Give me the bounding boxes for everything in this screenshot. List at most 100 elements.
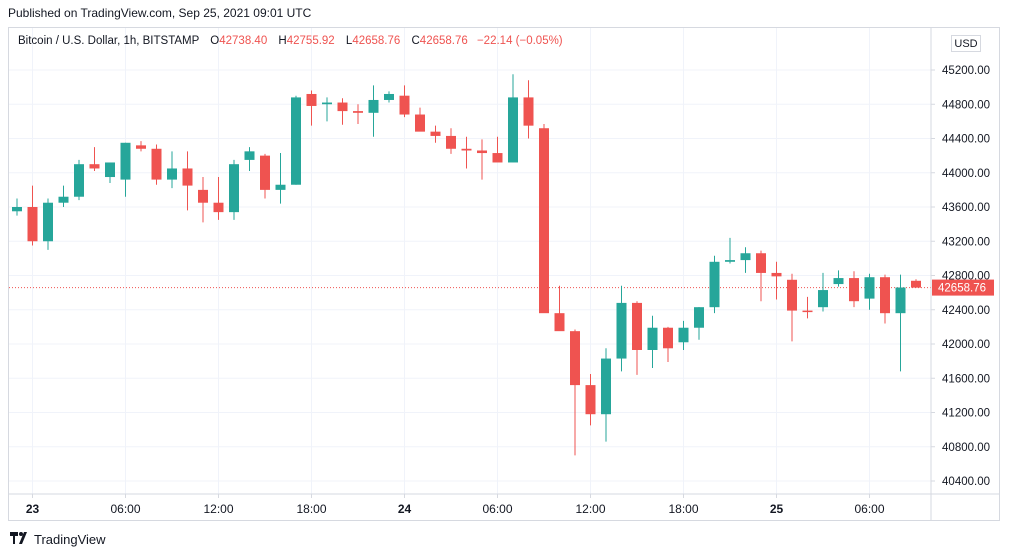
- open-label: O: [210, 35, 220, 47]
- candle-body: [198, 189, 208, 203]
- candle-down: [306, 90, 317, 126]
- candle-up: [120, 142, 131, 197]
- candle-down: [430, 125, 441, 143]
- last-price-label-bg: [932, 279, 994, 296]
- candle-down: [415, 107, 425, 132]
- candle-up: [678, 320, 689, 350]
- price-tick-label: 42800.00: [942, 271, 990, 283]
- candle-up: [12, 198, 22, 216]
- candle-body: [105, 162, 115, 178]
- price-tick-label: 41200.00: [942, 408, 990, 420]
- candle-body: [508, 97, 518, 163]
- candle-body: [709, 261, 720, 308]
- candle-up: [740, 247, 751, 273]
- candle-down: [89, 147, 100, 172]
- candle-body: [182, 168, 193, 186]
- candle-body: [632, 302, 642, 350]
- high-value: 42755.92: [286, 35, 335, 47]
- candle-down: [492, 136, 503, 163]
- candle-body: [399, 95, 410, 115]
- candle-body: [787, 279, 797, 311]
- candle-body: [58, 196, 69, 203]
- last-price-label: 42658.76: [938, 283, 986, 295]
- high-label: H: [278, 35, 287, 47]
- price-tick-label: 43200.00: [942, 236, 990, 248]
- candle-body: [523, 97, 534, 126]
- candle-down: [585, 373, 596, 426]
- price-tick-label: 43600.00: [942, 202, 990, 214]
- candle-up: [229, 159, 239, 220]
- candle-up: [384, 91, 394, 103]
- price-tick-label: 44800.00: [942, 99, 990, 111]
- candle-body: [678, 327, 689, 343]
- candle-body: [12, 207, 22, 212]
- candles: [12, 74, 921, 456]
- candle-body: [585, 385, 596, 415]
- candle-up: [275, 153, 286, 204]
- currency-button[interactable]: USD: [951, 35, 981, 52]
- candle-up: [291, 95, 301, 185]
- candle-body: [213, 202, 224, 213]
- grid: [9, 28, 931, 494]
- candle-down: [802, 296, 813, 319]
- candle-body: [337, 102, 348, 112]
- chart-frame[interactable]: [8, 27, 1000, 521]
- candle-body: [864, 277, 875, 299]
- candle-down: [136, 141, 146, 152]
- candle-up: [725, 237, 735, 264]
- candle-up: [895, 274, 906, 372]
- time-tick-label: 24: [398, 502, 412, 516]
- price-tick-label: 45200.00: [942, 65, 990, 77]
- close-label: C: [411, 35, 420, 47]
- candle-body: [647, 327, 658, 350]
- candle-body: [802, 310, 813, 313]
- tradingview-logo-icon[interactable]: [10, 532, 30, 547]
- candle-up: [105, 162, 115, 184]
- candle-up: [647, 315, 658, 368]
- candle-body: [446, 135, 456, 149]
- candle-body: [353, 111, 363, 113]
- candle-body: [492, 153, 503, 163]
- candle-body: [895, 287, 906, 314]
- candle-up: [167, 151, 177, 189]
- candle-down: [632, 301, 642, 375]
- candle-down: [523, 80, 534, 139]
- candle-down: [570, 329, 580, 456]
- price-tick-label: 42000.00: [942, 339, 990, 351]
- candle-body: [120, 142, 131, 180]
- candle-down: [771, 261, 782, 300]
- candle-body: [136, 145, 146, 149]
- candle-body: [275, 184, 286, 190]
- candle-up: [244, 147, 255, 172]
- candle-body: [461, 148, 472, 151]
- footer: TradingView: [10, 532, 106, 547]
- candle-body: [430, 131, 441, 136]
- published-caption: Published on TradingView.com, Sep 25, 20…: [8, 6, 312, 20]
- candle-down: [446, 128, 456, 154]
- candle-up: [833, 270, 844, 287]
- candle-body: [74, 164, 84, 197]
- footer-brand[interactable]: TradingView: [34, 532, 106, 547]
- candle-up: [709, 255, 720, 314]
- time-tick-label: 23: [26, 502, 40, 516]
- candle-body: [306, 93, 317, 106]
- candle-down: [151, 144, 162, 185]
- candle-body: [43, 202, 53, 242]
- candle-down: [461, 136, 472, 169]
- candle-body: [167, 168, 177, 180]
- open-value: 42738.40: [219, 35, 268, 47]
- candle-down: [911, 279, 921, 288]
- symbol-name: Bitcoin / U.S. Dollar, 1h, BITSTAMP: [18, 35, 200, 47]
- candle-body: [601, 358, 611, 415]
- price-tick-label: 41600.00: [942, 373, 990, 385]
- time-tick-label: 18:00: [296, 502, 326, 516]
- candle-body: [244, 151, 255, 160]
- candle-up: [43, 198, 53, 250]
- candle-body: [554, 313, 565, 332]
- candle-up: [58, 185, 69, 207]
- candle-body: [740, 253, 751, 261]
- candle-body: [539, 128, 549, 314]
- candle-body: [771, 272, 782, 277]
- price-axis: 45200.00 44800.00 44400.00 44000.00 43600.00…: [930, 28, 990, 520]
